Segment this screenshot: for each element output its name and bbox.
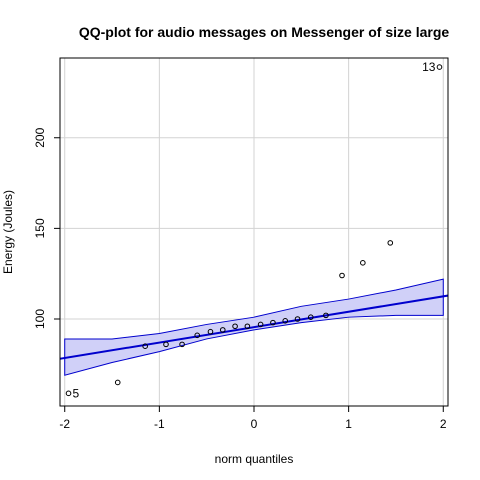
y-tick-label: 100: [33, 309, 47, 329]
point-label: 13: [422, 60, 436, 74]
data-points: [65, 64, 443, 397]
data-point: [257, 321, 264, 328]
data-point: [232, 323, 238, 330]
data-point: [179, 341, 185, 348]
data-point: [360, 260, 366, 266]
data-point: [339, 272, 345, 279]
data-point: [65, 390, 72, 397]
point-label: 5: [73, 386, 80, 400]
x-tick-label: -1: [154, 417, 165, 431]
data-point: [194, 332, 201, 339]
data-point: [219, 327, 226, 333]
data-point: [436, 64, 443, 70]
data-point: [244, 323, 251, 330]
x-tick-label: 0: [251, 417, 258, 431]
x-axis-label: norm quantiles: [215, 452, 294, 466]
y-tick-label: 200: [33, 127, 47, 147]
data-point: [307, 314, 314, 320]
data-point: [114, 379, 121, 386]
data-point: [294, 316, 301, 322]
data-point: [207, 328, 214, 335]
data-point: [142, 343, 148, 349]
y-axis: 100 150 200: [33, 127, 60, 329]
y-tick-label: 150: [33, 218, 47, 238]
y-axis-label: Energy (Joules): [1, 190, 15, 274]
x-axis: -2 -1 0 1 2: [59, 406, 447, 431]
reference-line: [60, 294, 448, 360]
point-labels: 13 5: [73, 60, 436, 400]
reference-line-layer: [60, 294, 448, 360]
data-point: [387, 240, 394, 246]
data-point: [282, 318, 289, 324]
x-tick-label: 2: [440, 417, 447, 431]
x-tick-label: 1: [345, 417, 352, 431]
data-point: [323, 312, 329, 319]
data-point: [163, 341, 169, 348]
x-tick-label: -2: [59, 417, 70, 431]
chart-title: QQ-plot for audio messages on Messenger …: [79, 24, 450, 40]
data-point: [270, 319, 276, 326]
